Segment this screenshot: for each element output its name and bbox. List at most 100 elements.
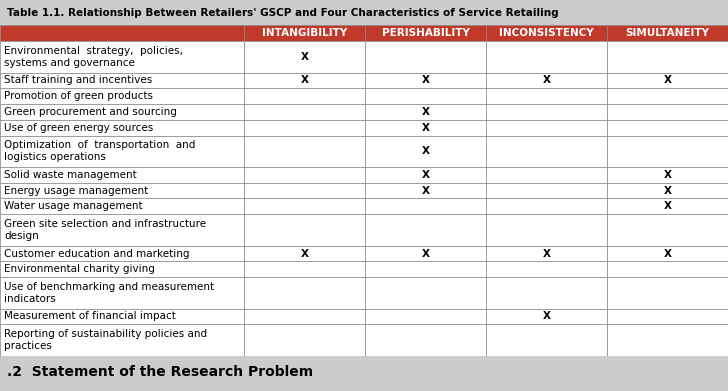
Text: Green procurement and sourcing: Green procurement and sourcing xyxy=(4,107,177,117)
Text: X: X xyxy=(301,75,309,86)
Bar xyxy=(486,214,607,246)
Bar xyxy=(607,277,728,308)
Bar xyxy=(365,277,486,308)
Bar xyxy=(244,246,365,262)
Text: Reporting of sustainability policies and
practices: Reporting of sustainability policies and… xyxy=(4,329,207,351)
Text: X: X xyxy=(422,146,430,156)
Bar xyxy=(607,308,728,325)
Bar xyxy=(365,262,486,277)
Text: Staff training and incentives: Staff training and incentives xyxy=(4,75,153,86)
Bar xyxy=(365,183,486,199)
Bar xyxy=(244,73,365,88)
Bar xyxy=(607,246,728,262)
Text: Environmental charity giving: Environmental charity giving xyxy=(4,264,155,274)
Text: Solid waste management: Solid waste management xyxy=(4,170,137,180)
Bar xyxy=(244,199,365,214)
Bar xyxy=(0,199,244,214)
Bar xyxy=(0,41,244,73)
Bar xyxy=(486,183,607,199)
Bar xyxy=(607,120,728,136)
Text: .2  Statement of the Research Problem: .2 Statement of the Research Problem xyxy=(7,365,314,378)
Text: Optimization  of  transportation  and
logistics operations: Optimization of transportation and logis… xyxy=(4,140,196,163)
Bar xyxy=(486,41,607,73)
Text: Measurement of financial impact: Measurement of financial impact xyxy=(4,312,176,321)
Bar xyxy=(607,104,728,120)
Bar xyxy=(486,104,607,120)
Bar xyxy=(365,73,486,88)
Text: X: X xyxy=(422,170,430,180)
Bar xyxy=(0,104,244,120)
Bar xyxy=(0,88,244,104)
Bar xyxy=(365,41,486,73)
Bar xyxy=(0,73,244,88)
Bar xyxy=(244,277,365,308)
Bar xyxy=(607,199,728,214)
Bar xyxy=(0,25,244,41)
Bar xyxy=(365,308,486,325)
Text: X: X xyxy=(301,249,309,258)
Text: Table 1.1. Relationship Between Retailers' GSCP and Four Characteristics of Serv: Table 1.1. Relationship Between Retailer… xyxy=(7,8,559,18)
Bar xyxy=(486,277,607,308)
Text: PERISHABILITY: PERISHABILITY xyxy=(381,28,470,38)
Bar xyxy=(607,25,728,41)
Text: X: X xyxy=(663,249,671,258)
Text: Promotion of green products: Promotion of green products xyxy=(4,91,154,101)
Bar xyxy=(244,183,365,199)
Bar xyxy=(244,41,365,73)
Text: X: X xyxy=(542,75,550,86)
Bar xyxy=(365,167,486,183)
Bar xyxy=(607,136,728,167)
Bar xyxy=(486,262,607,277)
Text: X: X xyxy=(663,186,671,196)
Bar xyxy=(365,214,486,246)
Bar xyxy=(365,120,486,136)
Text: X: X xyxy=(422,123,430,133)
Bar xyxy=(486,120,607,136)
Bar xyxy=(607,167,728,183)
Bar xyxy=(365,246,486,262)
Bar xyxy=(244,214,365,246)
Bar xyxy=(244,88,365,104)
Text: X: X xyxy=(663,170,671,180)
Text: X: X xyxy=(542,312,550,321)
Bar xyxy=(486,25,607,41)
Bar xyxy=(365,325,486,356)
Bar xyxy=(607,41,728,73)
Text: SIMULTANEITY: SIMULTANEITY xyxy=(625,28,710,38)
Text: Use of green energy sources: Use of green energy sources xyxy=(4,123,154,133)
Bar xyxy=(244,25,365,41)
Text: Energy usage management: Energy usage management xyxy=(4,186,149,196)
Text: X: X xyxy=(301,52,309,62)
Bar xyxy=(365,104,486,120)
Bar xyxy=(486,246,607,262)
Bar xyxy=(244,120,365,136)
Bar xyxy=(365,25,486,41)
Bar xyxy=(0,325,244,356)
Bar xyxy=(607,262,728,277)
Bar xyxy=(0,308,244,325)
Bar xyxy=(244,136,365,167)
Bar xyxy=(0,183,244,199)
Bar xyxy=(486,73,607,88)
Bar xyxy=(607,183,728,199)
Bar xyxy=(0,246,244,262)
Text: Environmental  strategy,  policies,
systems and governance: Environmental strategy, policies, system… xyxy=(4,46,183,68)
Text: Use of benchmarking and measurement
indicators: Use of benchmarking and measurement indi… xyxy=(4,282,215,304)
Text: X: X xyxy=(542,249,550,258)
Bar xyxy=(486,167,607,183)
Bar xyxy=(486,136,607,167)
Bar xyxy=(244,262,365,277)
Bar xyxy=(365,88,486,104)
Bar xyxy=(244,167,365,183)
Bar xyxy=(244,104,365,120)
Text: Water usage management: Water usage management xyxy=(4,201,143,212)
Bar xyxy=(607,214,728,246)
Text: Customer education and marketing: Customer education and marketing xyxy=(4,249,190,258)
Bar xyxy=(0,136,244,167)
Text: X: X xyxy=(663,201,671,212)
Text: INCONSISTENCY: INCONSISTENCY xyxy=(499,28,594,38)
Bar xyxy=(0,120,244,136)
Bar xyxy=(607,325,728,356)
Text: Green site selection and infrastructure
design: Green site selection and infrastructure … xyxy=(4,219,207,241)
Bar xyxy=(607,88,728,104)
